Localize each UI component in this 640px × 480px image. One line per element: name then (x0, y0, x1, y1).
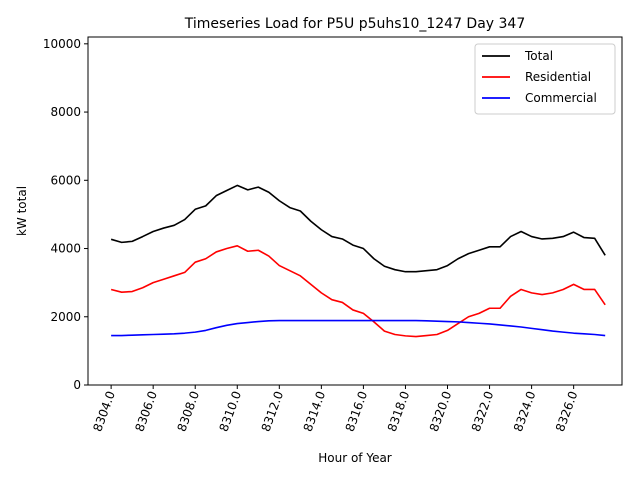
y-tick-label: 2000 (50, 310, 81, 324)
y-axis-label: kW total (15, 186, 29, 236)
y-axis: 0 2000 4000 6000 8000 10000 (43, 37, 88, 392)
y-tick-label: 8000 (50, 105, 81, 119)
series-line-commercial (111, 319, 606, 337)
legend: Total Residential Commercial (474, 43, 616, 115)
y-tick-label: 0 (73, 378, 81, 392)
y-tick-label: 10000 (43, 37, 81, 51)
legend-label-commercial: Commercial (525, 91, 597, 105)
legend-label-residential: Residential (525, 70, 591, 84)
series-line-total (110, 184, 606, 273)
y-tick-label: 4000 (50, 242, 81, 256)
series-line-residential (110, 245, 606, 338)
plot-area-frame (87, 36, 623, 386)
chart-title: Timeseries Load for P5U p5uhs10_1247 Day… (184, 16, 526, 32)
series-layer (110, 184, 606, 338)
y-tick-label: 6000 (50, 173, 81, 187)
legend-label-total: Total (524, 49, 553, 63)
legend-box (474, 43, 616, 115)
x-axis-label: Hour of Year (318, 451, 392, 465)
